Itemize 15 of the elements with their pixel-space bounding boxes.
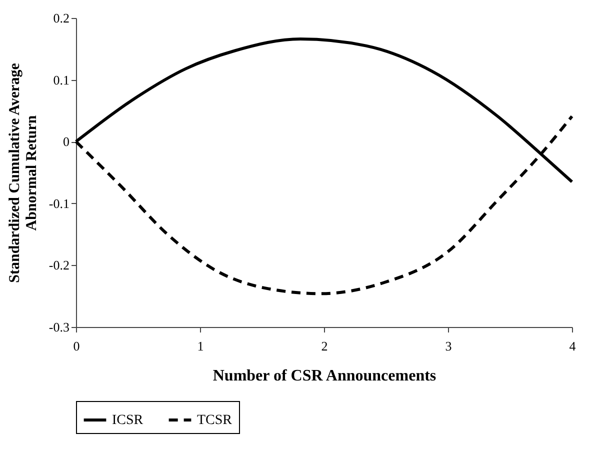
legend-label: ICSR [112,413,144,428]
y-tick-label: 0 [63,134,70,150]
x-tick-label: 4 [569,338,576,354]
y-tick-label: -0.3 [48,320,70,334]
y-tick-label: 0.1 [53,72,70,88]
x-tick-label: 2 [321,338,328,354]
y-tick-label: -0.1 [48,196,70,211]
x-tick-label: 3 [445,338,452,354]
y-axis-title: Standardized Cumulative Average Abnormal Return [6,62,40,283]
x-axis-title: Number of CSR Announcements [212,368,436,384]
y-tick-label: -0.2 [48,258,70,273]
y-tick-label: 0.2 [53,10,70,26]
x-tick-label: 0 [73,338,80,354]
legend-label: TCSR [197,413,233,428]
x-tick-label: 1 [197,338,204,354]
